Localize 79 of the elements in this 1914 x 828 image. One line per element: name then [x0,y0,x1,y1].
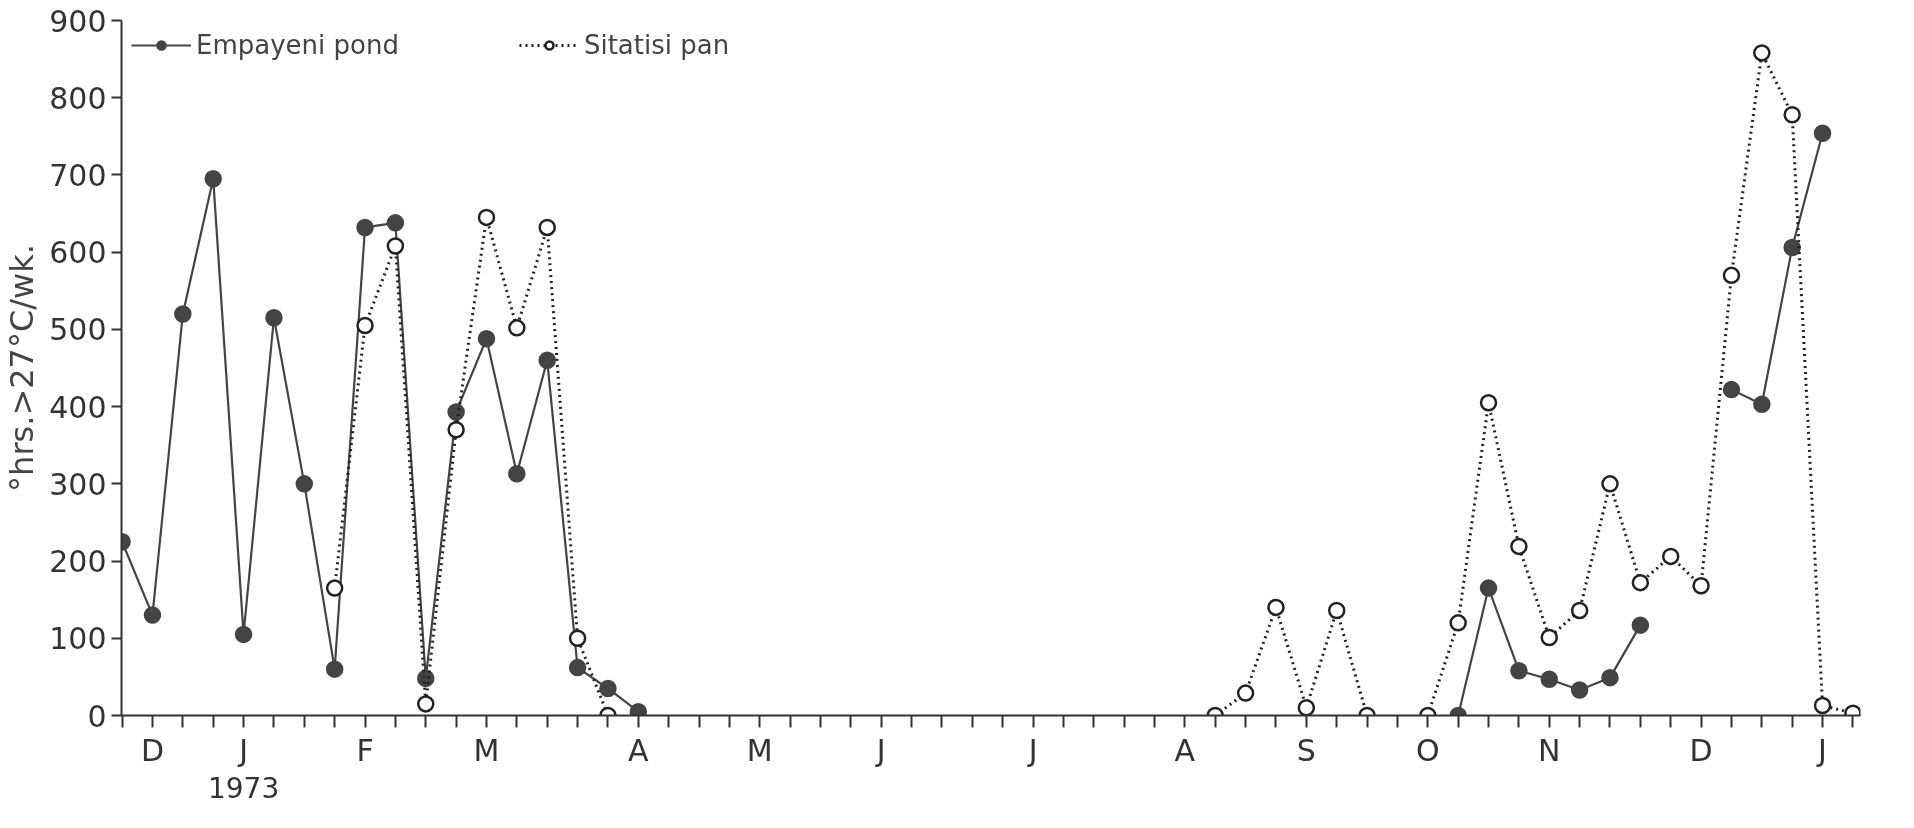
y-tick-label: 500 [49,312,107,348]
point [1449,614,1467,632]
point [1236,684,1255,702]
point [325,579,344,597]
y-tick-label: 200 [49,544,107,580]
point [508,465,526,483]
point [477,208,496,227]
point [1783,105,1801,124]
x-tick-label: S [1296,732,1316,768]
point [325,660,344,678]
point [1267,598,1285,617]
point [568,629,587,648]
y-tick-label: 100 [49,621,107,657]
point [1540,628,1559,647]
point [1479,579,1498,597]
point [1631,573,1650,592]
x-tick-label: J [237,732,248,768]
point [508,319,526,337]
point [1692,577,1710,595]
point [599,679,617,698]
x-tick-label: D [140,732,165,768]
x-tick-label: A [628,732,650,768]
x-tick-label: M [746,732,773,768]
y-tick-label: 0 [87,698,107,734]
point [1813,696,1832,715]
legend-label: Empayeni pond [196,30,399,60]
point [356,218,374,237]
point [1327,601,1346,620]
point [1479,394,1498,412]
point [1601,668,1619,687]
point [417,695,435,713]
point [386,237,405,255]
point [1722,266,1741,285]
y-tick-label: 800 [49,80,107,116]
point [538,218,556,237]
point [1510,661,1528,680]
point [204,170,222,188]
point [1783,238,1801,257]
point [538,351,556,370]
x-tick-label: N [1538,732,1561,768]
point [295,475,314,493]
point [356,316,374,335]
y-tick-label: 600 [49,235,107,271]
point [1510,537,1528,556]
point [447,403,465,421]
x-tick-label: M [473,732,500,768]
point [265,309,283,327]
x-tick-label: O [1415,732,1440,768]
point [1722,380,1741,399]
y-axis-title: °hrs.>27°C/wk. [3,244,42,492]
point [1753,44,1771,62]
point [234,625,253,644]
x-tick-label: D [1689,732,1713,768]
x-tick-label: A [1174,732,1196,768]
y-tick-label: 400 [49,389,107,425]
point [447,421,465,439]
point [1570,601,1589,620]
x-tick-label: J [874,732,886,768]
text: 1973 [207,771,280,805]
point [143,606,162,624]
point [1540,670,1559,688]
y-tick-label: 300 [49,466,107,502]
point [1631,616,1650,634]
point [1753,395,1771,414]
point [1813,124,1832,142]
point [1601,475,1619,493]
point [174,305,192,323]
point [1297,699,1316,716]
y-tick-label: 700 [49,157,107,193]
y-tick-label: 900 [49,3,107,39]
x-tick-label: J [1026,732,1038,768]
x-tick-label: J [1816,732,1827,768]
point [1661,547,1680,566]
point [1570,681,1589,699]
legend-label: Sitatisi pan [583,30,730,60]
point [568,658,587,677]
point [477,329,496,348]
point [386,214,405,232]
x-tick-label: F [356,732,374,768]
